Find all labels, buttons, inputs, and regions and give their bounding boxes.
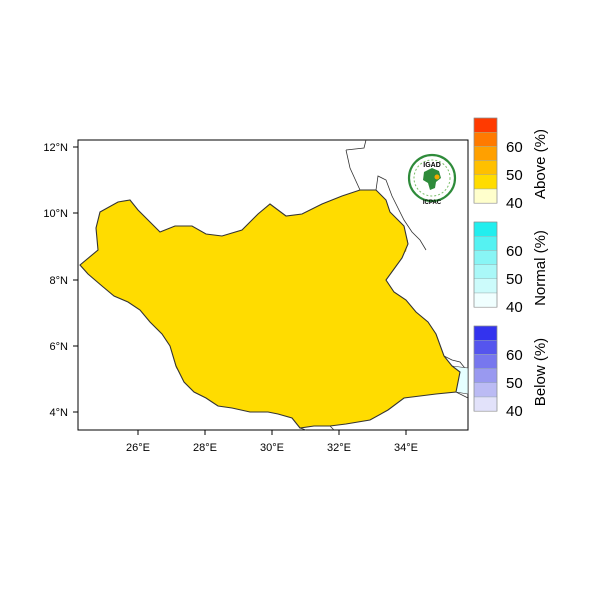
legend-tick-label: 60 <box>506 139 523 156</box>
lon-tick-label: 30°E <box>260 442 284 454</box>
neighbor-border-north <box>345 139 427 251</box>
lon-tick-label: 28°E <box>193 442 217 454</box>
legend-tick-label: 40 <box>506 403 523 420</box>
legend-swatch <box>473 131 498 147</box>
logo-top-text: IGAD <box>423 162 441 169</box>
legend-tick-label: 60 <box>506 243 523 260</box>
legend-group: 60 50 40 Normal (%) <box>473 221 549 316</box>
lat-tick-label: 6°N <box>50 341 69 353</box>
legend-group-label: Below (%) <box>532 338 549 406</box>
legend-swatch <box>473 174 498 190</box>
lat-tick-label: 8°N <box>50 275 69 287</box>
icpac-logo: IGAD ICPAC <box>407 153 457 206</box>
legend: 60 50 40 Above (%) 60 50 40 Normal (%) 60 50 40 Bel… <box>473 117 549 420</box>
region-dot <box>434 174 440 180</box>
legend-group: 60 50 40 Above (%) <box>473 117 549 212</box>
lon-tick-label: 32°E <box>327 442 351 454</box>
legend-swatch <box>473 396 498 412</box>
lon-tick-label: 34°E <box>394 442 418 454</box>
legend-swatch <box>473 117 498 133</box>
logo-bottom-text: ICPAC <box>423 200 442 206</box>
legend-swatch <box>473 235 498 251</box>
legend-group: 60 50 40 Below (%) <box>473 325 549 420</box>
lat-tick-label: 4°N <box>50 407 69 419</box>
africa-map-icon <box>423 168 441 190</box>
legend-colorbar-frame <box>473 221 498 308</box>
legend-swatch <box>473 250 498 265</box>
legend-group-label: Above (%) <box>532 129 549 199</box>
legend-group-label: Normal (%) <box>532 230 549 306</box>
lon-tick-label: 26°E <box>126 442 150 454</box>
legend-swatch <box>473 278 498 294</box>
legend-tick-label: 60 <box>506 347 523 364</box>
legend-swatch <box>473 160 498 176</box>
legend-tick-label: 50 <box>506 271 523 288</box>
lat-tick-label: 10°N <box>43 208 68 220</box>
legend-swatch <box>473 354 498 369</box>
legend-swatch <box>473 146 498 161</box>
legend-tick-label: 50 <box>506 375 523 392</box>
legend-swatch <box>473 264 498 280</box>
longitude-axis: 26°E 28°E 30°E 32°E 34°E <box>126 430 418 454</box>
legend-swatch <box>473 292 498 308</box>
legend-swatch <box>473 368 498 384</box>
legend-swatch <box>473 325 498 341</box>
legend-colorbar-frame <box>473 117 498 204</box>
legend-swatch <box>473 340 498 355</box>
logo-laurel <box>413 159 451 197</box>
legend-colorbar-frame <box>473 325 498 412</box>
legend-swatch <box>473 382 498 398</box>
lat-tick-label: 12°N <box>43 142 68 154</box>
legend-swatch <box>473 188 498 204</box>
legend-tick-label: 40 <box>506 195 523 212</box>
latitude-axis: 4°N 6°N 8°N 10°N 12°N <box>43 142 78 419</box>
legend-tick-label: 40 <box>506 299 523 316</box>
legend-swatch <box>473 221 498 237</box>
legend-tick-label: 50 <box>506 167 523 184</box>
